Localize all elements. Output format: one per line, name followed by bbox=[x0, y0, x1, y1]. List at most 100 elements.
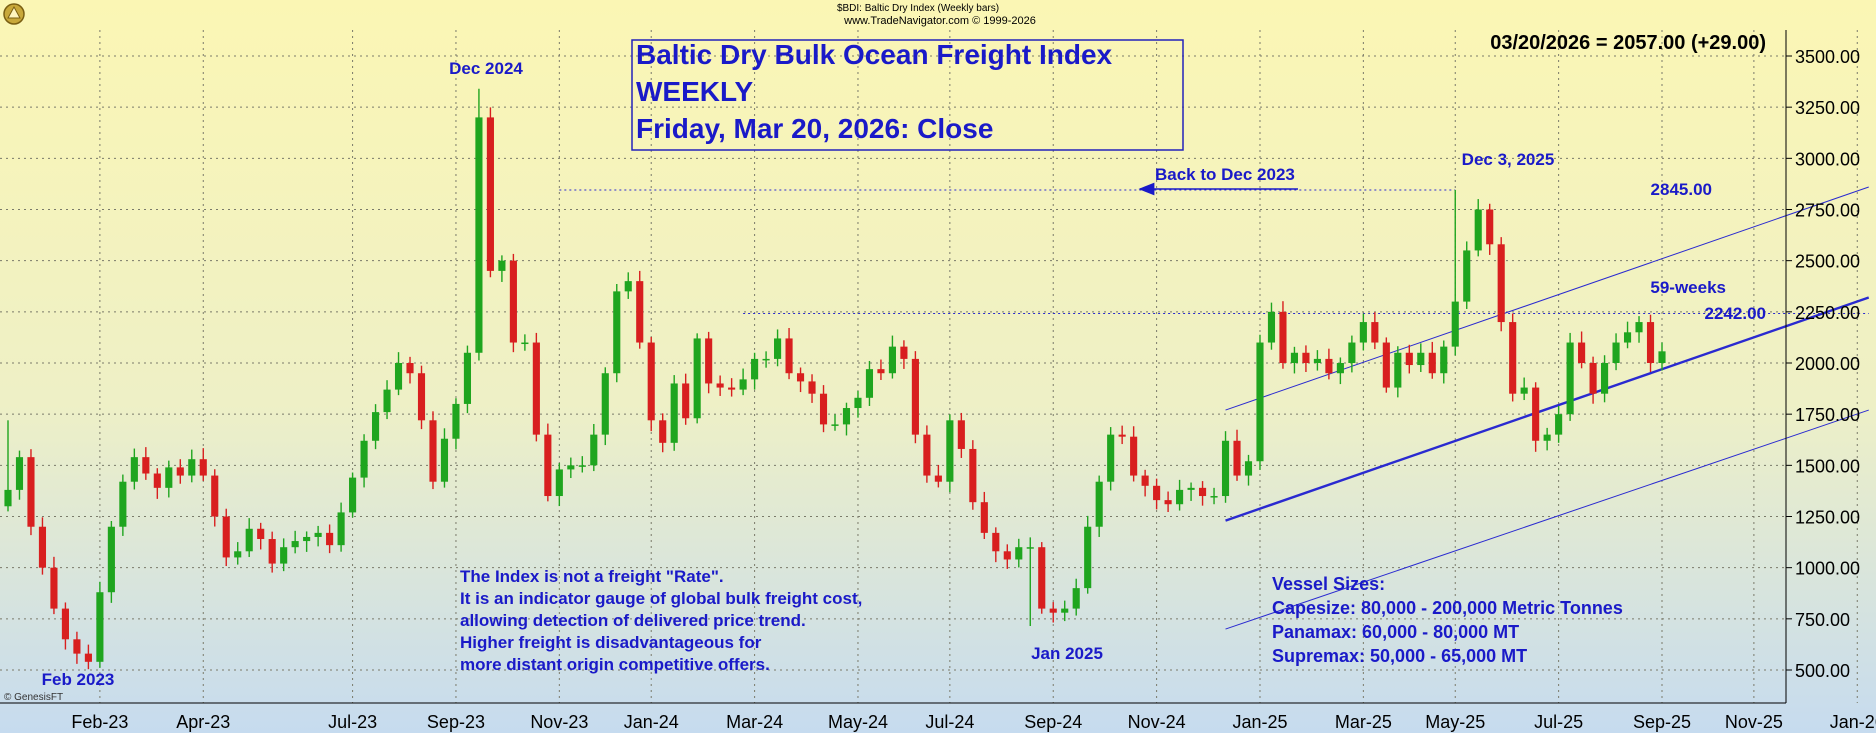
candle-body bbox=[888, 346, 896, 374]
candle-body bbox=[567, 465, 575, 470]
note-line: The Index is not a freight "Rate". bbox=[460, 567, 724, 586]
candle-body bbox=[452, 403, 460, 439]
candle-body bbox=[1130, 436, 1138, 476]
candle-body bbox=[774, 338, 782, 359]
candle-body bbox=[199, 459, 207, 476]
last-value-readout: 03/20/2026 = 2057.00 (+29.00) bbox=[1490, 32, 1766, 54]
candle-body bbox=[1543, 434, 1551, 441]
candle-body bbox=[796, 373, 805, 382]
candle-body bbox=[854, 397, 862, 409]
symbol-line: $BDI: Baltic Dry Index (Weekly bars) bbox=[837, 3, 999, 14]
x-tick-label: Feb-23 bbox=[71, 712, 128, 732]
candle-body bbox=[1118, 434, 1126, 437]
candle-body bbox=[176, 467, 184, 476]
candle-body bbox=[1555, 414, 1563, 435]
candle-body bbox=[1405, 352, 1413, 366]
candle-body bbox=[326, 532, 334, 546]
candle-body bbox=[245, 528, 253, 552]
candle-body bbox=[1302, 352, 1310, 363]
candle-body bbox=[440, 438, 449, 482]
candle-body bbox=[222, 516, 230, 558]
candle-body bbox=[1382, 342, 1390, 388]
title-line-3: Friday, Mar 20, 2026: Close bbox=[636, 113, 993, 144]
vessel-line: Panamax: 60,000 - 80,000 MT bbox=[1272, 622, 1519, 642]
candle-body bbox=[624, 281, 632, 292]
candle-body bbox=[73, 639, 81, 654]
x-tick-label: Jan-25 bbox=[1232, 712, 1287, 732]
x-tick-label: Mar-24 bbox=[726, 712, 783, 732]
candle-body bbox=[130, 457, 138, 482]
candle-body bbox=[670, 383, 678, 443]
candle-body bbox=[544, 434, 552, 497]
candle-body bbox=[1267, 311, 1276, 343]
candle-body bbox=[705, 338, 713, 384]
candle-body bbox=[257, 528, 265, 540]
candle-body bbox=[1474, 209, 1482, 251]
x-tick-label: Nov-24 bbox=[1128, 712, 1186, 732]
candle-body bbox=[314, 532, 322, 537]
candle-body bbox=[291, 541, 299, 548]
x-tick-label: Jul-24 bbox=[925, 712, 974, 732]
y-tick-label: 1000.00 bbox=[1795, 559, 1860, 579]
candle-body bbox=[1520, 387, 1528, 394]
label-feb-2023: Feb 2023 bbox=[42, 670, 115, 689]
candle-body bbox=[957, 420, 965, 449]
candle-body bbox=[165, 467, 173, 488]
candle-body bbox=[1233, 440, 1241, 476]
candle-body bbox=[142, 457, 150, 474]
candle-body bbox=[4, 489, 12, 507]
candle-body bbox=[463, 352, 472, 404]
candle-body bbox=[371, 412, 380, 441]
candle-body bbox=[831, 424, 839, 426]
candle-body bbox=[15, 457, 24, 490]
candle-body bbox=[900, 346, 908, 359]
y-tick-label: 3000.00 bbox=[1795, 149, 1860, 169]
candle-body bbox=[923, 434, 931, 476]
genesis-logo-icon bbox=[3, 3, 25, 25]
candle-body bbox=[1601, 363, 1609, 394]
candle-body bbox=[360, 440, 368, 478]
candle-body bbox=[532, 342, 540, 435]
label-level-2242: 2242.00 bbox=[1705, 304, 1766, 323]
candle-body bbox=[1187, 487, 1195, 490]
candle-body bbox=[590, 434, 598, 466]
candle-body bbox=[716, 383, 724, 388]
note-line: It is an indicator gauge of global bulk … bbox=[460, 589, 862, 608]
candle-body bbox=[1221, 440, 1230, 497]
candle-body bbox=[27, 457, 35, 527]
y-tick-label: 2750.00 bbox=[1795, 201, 1860, 221]
candle-body bbox=[188, 459, 196, 476]
candle-body bbox=[1394, 352, 1402, 388]
candle-body bbox=[1509, 322, 1517, 394]
candle-body bbox=[211, 475, 219, 517]
title-line-1: Baltic Dry Bulk Ocean Freight Index bbox=[636, 39, 1113, 70]
candle-body bbox=[1049, 608, 1057, 613]
candle-body bbox=[1428, 352, 1436, 374]
watermark: © GenesisFT bbox=[4, 692, 63, 703]
candle-body bbox=[1153, 485, 1161, 501]
candle-body bbox=[417, 373, 426, 421]
candle-body bbox=[153, 473, 161, 488]
x-tick-label: May-24 bbox=[828, 712, 888, 732]
label-back-to-dec-2023: Back to Dec 2023 bbox=[1155, 165, 1295, 184]
label-jan-2025: Jan 2025 bbox=[1031, 644, 1103, 663]
candle-body bbox=[842, 408, 851, 425]
candle-body bbox=[1348, 342, 1356, 363]
x-tick-label: May-25 bbox=[1425, 712, 1485, 732]
candle-body bbox=[1244, 461, 1253, 476]
candle-body bbox=[682, 383, 690, 419]
candle-body bbox=[1015, 547, 1023, 560]
candle-body bbox=[1336, 363, 1344, 374]
candle-body bbox=[1417, 352, 1425, 366]
candle-body bbox=[934, 475, 942, 482]
candle-body bbox=[1003, 551, 1011, 560]
candle-body bbox=[1578, 342, 1586, 363]
candle-body bbox=[1164, 500, 1172, 505]
y-tick-label: 1250.00 bbox=[1795, 508, 1860, 528]
candle-body bbox=[808, 381, 816, 394]
x-axis: Feb-23 Apr-23 Jul-23 Sep-23 Nov-23 Jan-24 Mar-… bbox=[0, 702, 1876, 732]
candle-body bbox=[1612, 342, 1620, 363]
candle-body bbox=[1451, 301, 1459, 347]
candle-body bbox=[498, 260, 506, 271]
candle-body bbox=[1646, 322, 1655, 363]
